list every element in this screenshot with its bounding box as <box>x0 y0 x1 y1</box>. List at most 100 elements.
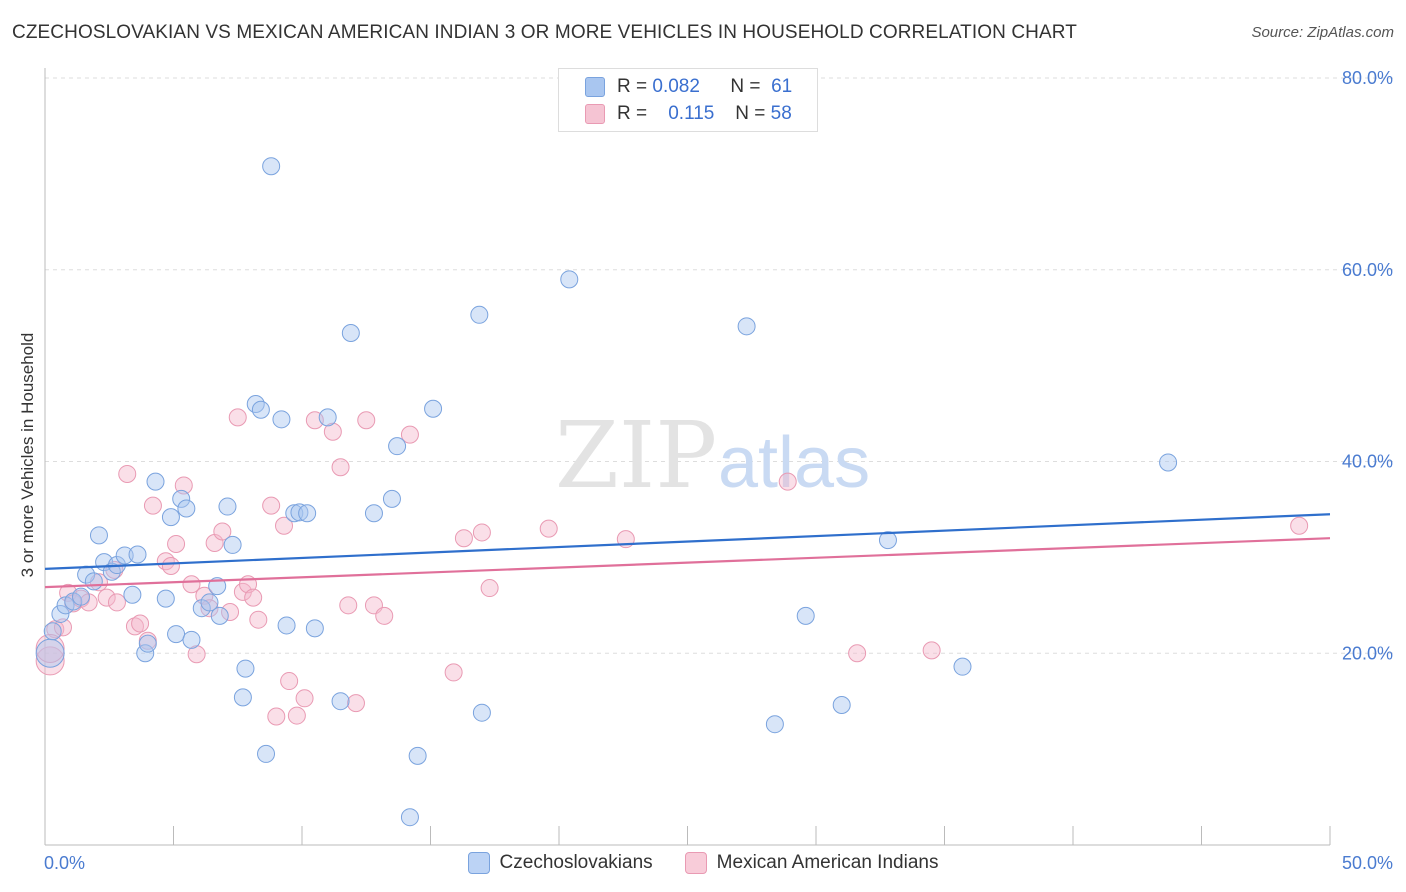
legend-n-value: 58 <box>770 103 792 124</box>
czech-point <box>167 625 186 644</box>
czech-point <box>953 657 972 676</box>
czech-point <box>146 472 165 491</box>
mexican-point <box>228 408 247 427</box>
czech-point <box>470 305 489 324</box>
mexican-point <box>323 422 342 441</box>
legend-n-value: 61 <box>771 76 793 97</box>
bottom-legend-czech: Czechoslovakians <box>467 852 653 874</box>
czech-point <box>123 585 142 604</box>
mexican-point <box>97 588 116 607</box>
czech-point <box>218 497 237 516</box>
legend-swatch-czech <box>585 77 605 97</box>
mexican-point <box>454 529 473 548</box>
czech-point <box>298 504 317 523</box>
czech-point <box>51 604 70 623</box>
chart-title: CZECHOSLOVAKIAN VS MEXICAN AMERICAN INDI… <box>12 22 1077 43</box>
czech-point <box>472 703 491 722</box>
legend: R = 0.082 N = 61 R = 0.115 N = 58 <box>558 68 818 132</box>
czech-point <box>382 489 401 508</box>
czech-point <box>161 508 180 527</box>
trend-line-mexican <box>44 537 1331 589</box>
x-tick-label: 0.0% <box>44 853 85 873</box>
mexican-point <box>125 617 144 636</box>
legend-n-label: N = <box>735 103 766 124</box>
czech-point <box>878 531 897 550</box>
czech-point <box>737 317 756 336</box>
mexican-point <box>280 672 299 691</box>
mexican-point <box>53 618 72 637</box>
mexican-point <box>472 523 491 542</box>
czech-point <box>89 526 108 545</box>
czech-point <box>233 688 252 707</box>
czech-point <box>138 634 157 653</box>
mexican-point <box>1290 516 1309 535</box>
legend-n-label: N = <box>730 76 761 97</box>
czech-point <box>35 638 65 668</box>
mexican-point <box>287 706 306 725</box>
czech-point <box>177 499 196 518</box>
mexican-point <box>275 516 294 535</box>
mexican-point <box>262 496 281 515</box>
bottom-legend-swatch-mexican <box>684 852 707 874</box>
mexican-point <box>357 411 376 430</box>
watermark-atlas: atlas <box>718 423 870 503</box>
mexican-point <box>375 606 394 625</box>
legend-r-value: 0.115 <box>668 103 715 124</box>
bottom-legend-label-mexican: Mexican American Indians <box>716 852 939 873</box>
mexican-point <box>331 458 350 477</box>
mexican-point <box>267 707 286 726</box>
axes <box>44 68 1331 846</box>
bottom-legend-swatch-czech <box>467 852 490 874</box>
czech-point <box>341 324 360 343</box>
czech-point <box>43 622 62 641</box>
czech-point <box>251 400 270 419</box>
mexican-point <box>400 425 419 444</box>
mexican-point <box>167 534 186 553</box>
czech-point <box>560 270 579 289</box>
czech-point <box>257 744 276 763</box>
mexican-point <box>213 522 232 541</box>
series-czech-points <box>35 157 1178 827</box>
bottom-legend: Czechoslovakians Mexican American Indian… <box>0 852 1406 874</box>
y-tick-label: 60.0% <box>1342 260 1393 280</box>
legend-row-czech: R = 0.082 N = 61 <box>585 74 792 100</box>
czech-point <box>210 606 229 625</box>
legend-r-label: R = <box>617 76 648 97</box>
czech-point <box>156 589 175 608</box>
mexican-point <box>161 557 180 576</box>
czech-point <box>290 503 309 522</box>
trend-lines <box>44 513 1331 589</box>
czech-point <box>182 630 201 649</box>
mexican-point <box>922 641 941 660</box>
watermark: ZIP atlas <box>555 402 870 509</box>
mexican-point <box>118 464 137 483</box>
czech-point <box>1159 453 1178 472</box>
czech-point <box>832 696 851 715</box>
czech-point <box>272 410 291 429</box>
mexican-point <box>244 588 263 607</box>
mexican-point <box>339 596 358 615</box>
mexican-point <box>848 644 867 663</box>
mexican-point <box>156 552 175 571</box>
mexican-point <box>480 579 499 598</box>
x-tick-label: 50.0% <box>1342 853 1393 873</box>
czech-point <box>208 577 227 596</box>
mexican-point <box>187 645 206 664</box>
czech-point <box>84 572 103 591</box>
y-tick-label: 20.0% <box>1342 643 1393 663</box>
czech-point <box>400 808 419 827</box>
czech-point <box>115 546 134 565</box>
trend-line-czech <box>44 513 1331 570</box>
czech-point <box>318 408 337 427</box>
legend-r-value: 0.082 <box>652 76 700 97</box>
czech-point <box>424 399 443 418</box>
y-tick-label: 40.0% <box>1342 452 1393 472</box>
czech-point <box>172 489 191 508</box>
czech-point <box>796 606 815 625</box>
mexican-point <box>182 575 201 594</box>
mexican-point <box>221 603 240 622</box>
bottom-legend-mexican: Mexican American Indians <box>684 852 939 874</box>
czech-point <box>364 504 383 523</box>
watermark-zip: ZIP <box>555 402 717 509</box>
